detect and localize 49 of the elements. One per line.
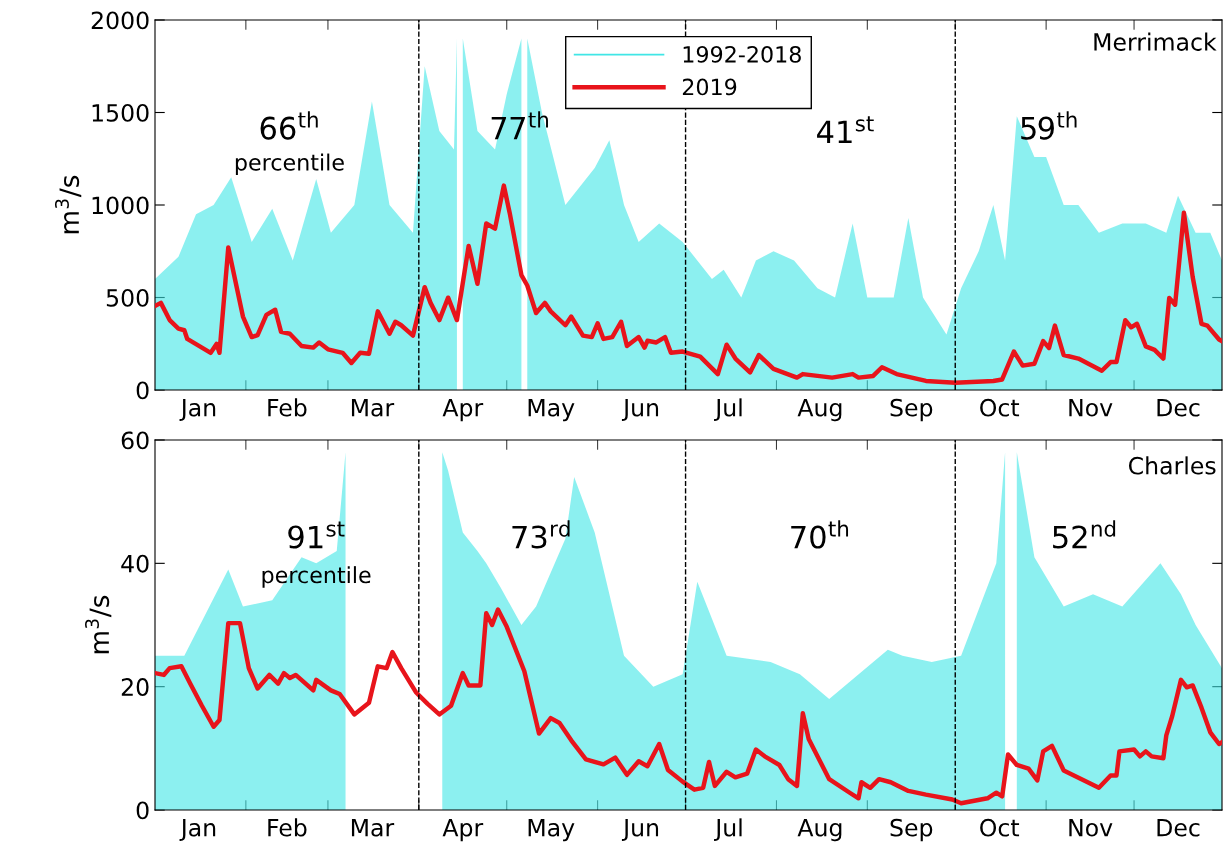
x-tick-label: Dec — [1157, 819, 1200, 837]
annotation: percentile — [262, 566, 371, 588]
annotation: 73$^{rd}$ — [512, 520, 570, 549]
y-tick-label: 1000 — [92, 196, 149, 215]
y-tick-label: 20 — [121, 678, 149, 696]
y-tick-label: 0 — [136, 381, 149, 400]
annotation: 41$^{st}$ — [817, 116, 874, 143]
x-tick-label: Apr — [442, 399, 484, 422]
x-tick-label: May — [528, 819, 575, 842]
x-tick-label: Feb — [268, 398, 307, 417]
annotation: percentile — [235, 153, 344, 176]
x-tick-label: Aug — [797, 819, 842, 842]
x-tick-label: Dec — [1157, 399, 1200, 417]
y-axis-title: m$^{3}$/s — [85, 595, 112, 654]
annotation: Charles — [1128, 456, 1216, 475]
x-tick-label: Oct — [980, 818, 1020, 837]
x-tick-label: Nov — [1069, 399, 1113, 417]
x-tick-label: Aug — [797, 399, 842, 422]
y-tick-label: 1500 — [92, 103, 149, 122]
y-tick-label: 40 — [121, 554, 149, 573]
x-tick-label: Jun — [621, 819, 659, 841]
x-tick-label: Jul — [714, 818, 742, 841]
annotation: 52$^{nd}$ — [1053, 520, 1116, 549]
y-axis-title: m$^{3}$/s — [54, 175, 82, 234]
y-tick-label: 0 — [136, 801, 149, 820]
annotation: Merrimack — [1094, 32, 1217, 51]
x-tick-label: Jan — [179, 819, 216, 841]
annotation: 91$^{st}$ — [288, 521, 345, 549]
legend-label: 2019 — [682, 78, 737, 96]
x-tick-label: Mar — [351, 819, 395, 837]
x-tick-label: Jul — [714, 398, 742, 421]
y-tick-label: 2000 — [91, 11, 149, 30]
x-tick-label: Nov — [1069, 819, 1113, 837]
x-tick-label: May — [528, 399, 575, 422]
annotation: 66$^{th}$ — [260, 111, 318, 140]
x-tick-label: Mar — [351, 399, 395, 417]
x-tick-label: Jan — [179, 399, 216, 421]
x-tick-label: Jun — [621, 399, 659, 421]
x-tick-label: Sep — [890, 398, 933, 422]
y-tick-label: 500 — [106, 288, 149, 307]
x-tick-label: Sep — [890, 818, 933, 842]
x-tick-label: Oct — [980, 398, 1020, 417]
x-tick-label: Feb — [268, 818, 307, 837]
y-tick-label: 60 — [121, 431, 149, 450]
annotation: 59$^{th}$ — [1021, 111, 1077, 140]
x-tick-label: Apr — [442, 819, 484, 842]
legend-label: 1992-2018 — [683, 45, 801, 63]
annotation: 77$^{th}$ — [491, 111, 548, 140]
annotation: 70$^{th}$ — [791, 520, 849, 549]
